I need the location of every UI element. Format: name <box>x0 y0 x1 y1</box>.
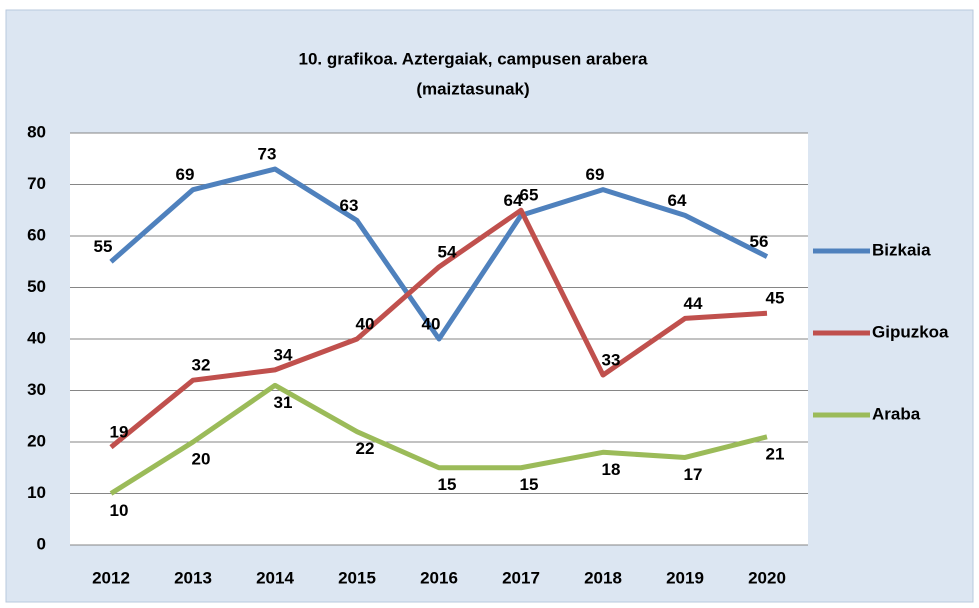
data-label: 65 <box>520 186 539 205</box>
y-tick-label: 40 <box>27 328 46 347</box>
data-label: 44 <box>684 294 703 313</box>
legend-label: Araba <box>872 404 921 423</box>
series-line <box>109 166 769 342</box>
y-tick-label: 0 <box>37 534 46 553</box>
chart-title: 10. grafikoa. Aztergaiak, campusen arabe… <box>299 49 649 68</box>
x-tick-label: 2012 <box>92 568 130 587</box>
chart-subtitle: (maiztasunak) <box>416 79 529 98</box>
y-tick-label: 20 <box>27 431 46 450</box>
y-tick-label: 70 <box>27 174 46 193</box>
data-label: 55 <box>94 237 113 256</box>
data-label: 64 <box>504 191 523 210</box>
y-tick-label: 80 <box>27 122 46 141</box>
data-label: 32 <box>192 356 211 375</box>
data-label: 21 <box>766 444 785 463</box>
data-label: 20 <box>192 449 211 468</box>
data-label: 40 <box>356 314 375 333</box>
data-label: 34 <box>274 345 293 364</box>
data-label: 54 <box>438 242 457 261</box>
x-tick-label: 2020 <box>748 568 786 587</box>
legend-label: Bizkaia <box>872 240 931 259</box>
data-label: 73 <box>258 145 277 164</box>
series-line <box>109 207 768 450</box>
x-tick-label: 2017 <box>502 568 540 587</box>
y-tick-label: 50 <box>27 277 46 296</box>
data-label: 18 <box>602 460 621 479</box>
x-tick-label: 2018 <box>584 568 622 587</box>
data-label: 64 <box>668 191 687 210</box>
y-tick-label: 60 <box>27 225 46 244</box>
y-tick-label: 30 <box>27 380 46 399</box>
data-label: 56 <box>750 232 769 251</box>
x-tick-label: 2014 <box>256 568 294 587</box>
data-label: 63 <box>340 196 359 215</box>
x-tick-label: 2019 <box>666 568 704 587</box>
data-label: 69 <box>176 165 195 184</box>
data-label: 22 <box>356 439 375 458</box>
data-label: 15 <box>438 475 457 494</box>
x-tick-label: 2015 <box>338 568 376 587</box>
y-tick-label: 10 <box>27 483 46 502</box>
data-label: 40 <box>422 314 441 333</box>
data-label: 17 <box>684 465 703 484</box>
series-line <box>109 382 768 496</box>
x-tick-label: 2016 <box>420 568 458 587</box>
legend-label: Gipuzkoa <box>872 322 949 341</box>
data-label: 10 <box>110 501 129 520</box>
data-label: 33 <box>602 351 621 370</box>
data-label: 31 <box>274 393 293 412</box>
data-label: 19 <box>110 423 129 442</box>
data-label: 45 <box>766 289 785 308</box>
data-label: 15 <box>520 475 539 494</box>
data-label: 69 <box>586 165 605 184</box>
x-tick-label: 2013 <box>174 568 212 587</box>
